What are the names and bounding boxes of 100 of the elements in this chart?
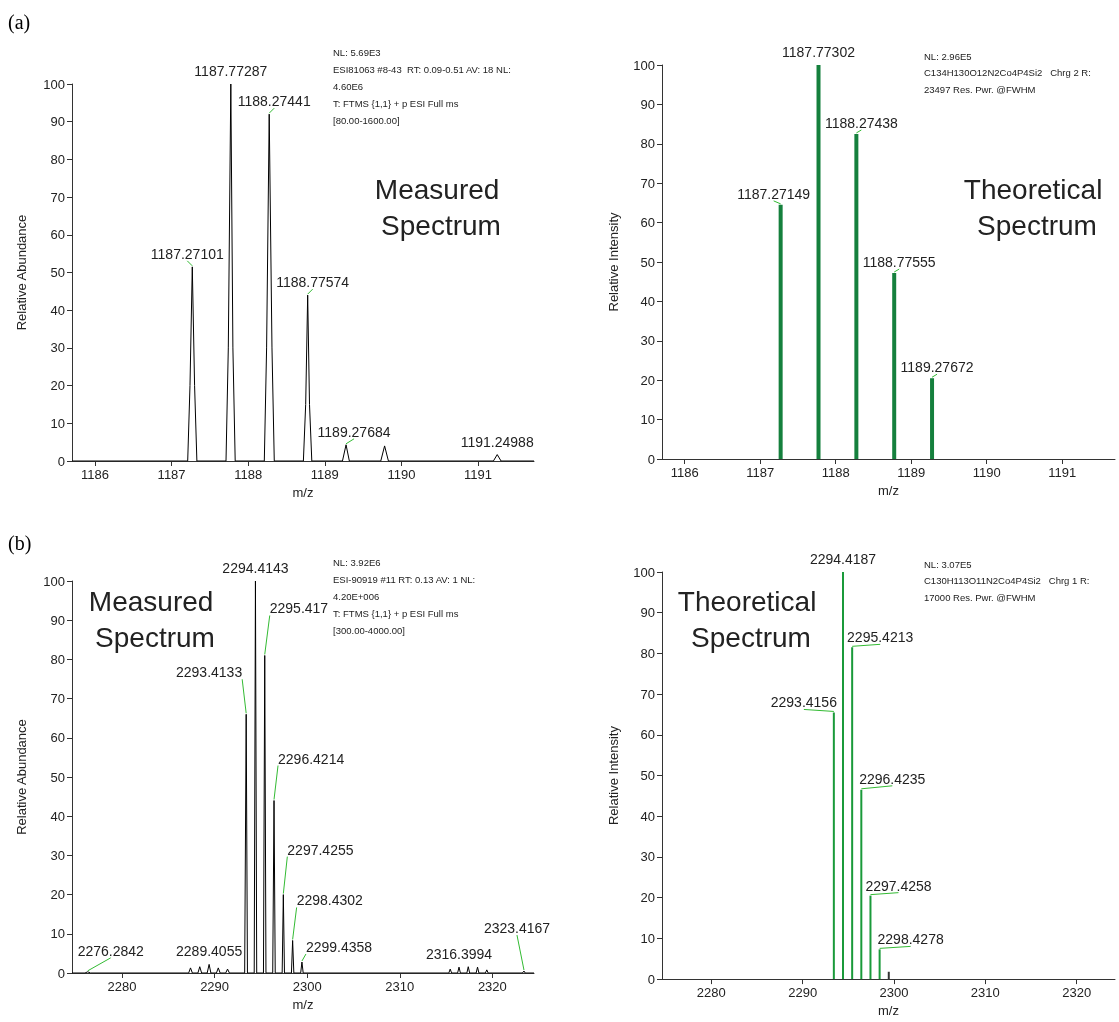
annotation: C130H113O11N2Co4P4Si2 Chrg 1 R:	[924, 575, 1090, 587]
y-tick-label: 60	[640, 727, 655, 743]
y-tick-label: 100	[43, 76, 65, 92]
y-tick-label: 50	[640, 254, 655, 270]
y-tick-label: 0	[647, 451, 655, 467]
y-tick-label: 30	[640, 849, 655, 865]
annotation: 1187.77302	[782, 44, 856, 60]
annotation: 23497 Res. Pwr. @FWHM	[924, 83, 1036, 95]
y-tick-label: 70	[50, 189, 65, 205]
chart-title: (b)	[8, 532, 32, 555]
y-axis-title: Relative Intensity	[606, 725, 621, 826]
bar	[816, 65, 821, 459]
x-tick-label: 2300	[879, 985, 909, 1001]
x-tick-label: 1187	[157, 467, 186, 482]
y-tick-label: 10	[640, 930, 655, 946]
text: Theoretical Spectrum	[963, 173, 1111, 241]
y-tick-label: 100	[633, 564, 655, 580]
y-tick-label: 80	[50, 651, 65, 667]
text: NL: 3.92E6	[333, 557, 381, 568]
y-tick-label: 20	[50, 378, 65, 394]
annotation: 2293.4133	[175, 664, 243, 681]
text: NL: 2.96E5	[924, 50, 972, 62]
x-axis-title: m/z	[292, 996, 314, 1012]
annotation: 2295.417	[269, 600, 329, 617]
bar	[854, 133, 859, 459]
x-tick-label: 2310	[385, 979, 415, 994]
x-tick-label: 2290	[788, 985, 818, 1001]
annotation: 1187.27101	[150, 245, 224, 262]
x-tick-label: 1188	[234, 467, 263, 482]
annotation: ESI-90919 #11 RT: 0.13 AV: 1 NL:	[333, 574, 476, 585]
annotation: 2299.4358	[305, 939, 373, 956]
y-tick-label: 80	[640, 136, 655, 152]
y-tick-label: 50	[640, 768, 655, 784]
bar	[851, 647, 854, 980]
annotation: 2294.4187	[809, 551, 877, 567]
x-tick-label: 2320	[477, 979, 507, 994]
text: ESI81063 #8-43 RT: 0.09-0.51 AV: 18 NL:	[333, 64, 511, 75]
y-tick-label: 100	[633, 57, 655, 73]
annotation: 2296.4235	[859, 770, 926, 787]
annotation: 2297.4258	[865, 877, 932, 894]
x-tick-label: 1187	[746, 465, 775, 480]
y-tick-label: 90	[640, 605, 655, 621]
y-tick-label: 60	[640, 215, 655, 231]
text: Measured Spectrum	[88, 585, 222, 653]
y-tick-label: 0	[57, 965, 65, 981]
y-tick-label: 20	[640, 890, 655, 906]
annotation: 17000 Res. Pwr. @FWHM	[924, 591, 1036, 603]
annotation: [300.00-4000.00]	[333, 625, 405, 636]
y-tick-label: 90	[50, 612, 65, 628]
x-tick-label: 2320	[1062, 985, 1092, 1001]
annotation: 2316.3994	[425, 946, 493, 963]
annotation: 1188.27438	[824, 114, 899, 131]
y-tick-label: 40	[50, 808, 65, 824]
y-tick-label: 10	[640, 412, 655, 428]
x-tick-label: 1188	[821, 465, 850, 480]
x-tick-label: 2290	[200, 979, 230, 994]
bar	[892, 273, 897, 459]
text: NL: 5.69E3	[333, 47, 381, 58]
annotation: 2298.4278	[877, 931, 944, 948]
x-tick-label: 1190	[387, 467, 416, 482]
annotation: 2295.4213	[847, 629, 914, 646]
x-axis-title: m/z	[878, 1003, 899, 1018]
x-tick-label: 2280	[696, 985, 726, 1001]
y-tick-label: 30	[50, 847, 65, 863]
x-tick-label: 2300	[292, 979, 322, 994]
annotation: 1188.27441	[237, 93, 311, 110]
annotation: 1191.24988	[460, 433, 534, 450]
x-tick-label: 1189	[310, 467, 339, 482]
annotation: 1188.77574	[276, 274, 350, 291]
text: Measured Spectrum	[374, 173, 508, 241]
annotation: 4.20E+006	[333, 591, 380, 602]
annotation: 1189.27684	[317, 423, 391, 440]
x-tick-label: 1190	[972, 465, 1001, 480]
y-tick-label: 90	[50, 114, 65, 130]
y-tick-label: 80	[640, 645, 655, 661]
y-axis-title: Relative Abundance	[14, 719, 29, 835]
y-tick-label: 70	[640, 686, 655, 702]
annotation: 2289.4055	[176, 943, 243, 960]
y-tick-label: 90	[640, 96, 655, 112]
annotation: 2276.2842	[77, 942, 145, 959]
annotation: T: FTMS {1,1} + p ESI Full ms	[333, 608, 459, 619]
chart-title: (a)	[8, 11, 31, 34]
x-tick-label: 1191	[1048, 465, 1077, 480]
text: NL: 3.07E5	[924, 558, 972, 570]
y-tick-label: 0	[647, 971, 655, 987]
bar	[930, 378, 935, 459]
y-tick-label: 60	[50, 730, 65, 746]
annotation: 4.60E6	[333, 81, 364, 92]
annotation: [80.00-1600.00]	[333, 115, 400, 126]
y-tick-label: 20	[640, 372, 655, 388]
annotation: 2293.4156	[770, 694, 838, 711]
bar	[832, 712, 835, 980]
annotation: 2323.4167	[483, 920, 551, 937]
annotation: 2294.4143	[222, 560, 289, 576]
y-tick-label: 10	[50, 415, 65, 431]
x-axis-title: m/z	[292, 484, 314, 500]
y-axis-title: Relative Intensity	[606, 212, 621, 312]
y-tick-label: 30	[50, 340, 65, 356]
annotation: 1189.27672	[900, 359, 974, 376]
bar	[778, 204, 783, 459]
